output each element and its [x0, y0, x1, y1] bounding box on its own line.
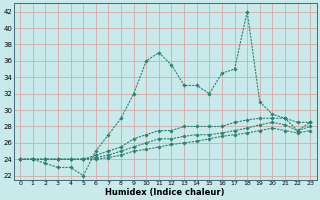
- X-axis label: Humidex (Indice chaleur): Humidex (Indice chaleur): [106, 188, 225, 197]
